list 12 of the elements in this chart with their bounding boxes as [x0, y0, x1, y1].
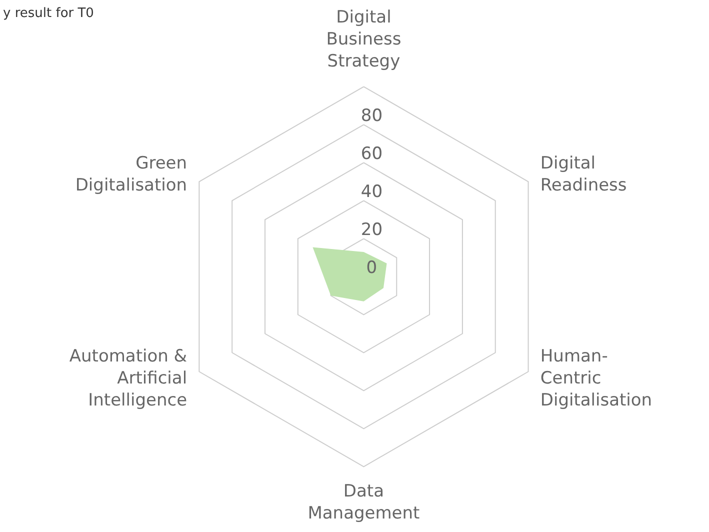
y-tick-label: 0 — [366, 258, 378, 278]
spoke-label: Human-Centric Digitalisation — [540, 346, 652, 411]
y-tick-label: 40 — [360, 182, 383, 202]
y-tick-label: 20 — [360, 220, 383, 240]
spoke-label: Green Digitalisation — [75, 154, 188, 196]
spoke-label: Digital Business Strategy — [326, 8, 402, 72]
y-tick-label: 60 — [360, 144, 383, 164]
spoke-label: Automation & Artificial Intelligence — [69, 346, 188, 411]
spoke-label: Digital Readiness — [540, 154, 627, 196]
spoke-label: Data Management — [308, 482, 420, 524]
chart-title: y result for T0 — [3, 6, 94, 21]
y-tick-label: 80 — [360, 106, 383, 126]
